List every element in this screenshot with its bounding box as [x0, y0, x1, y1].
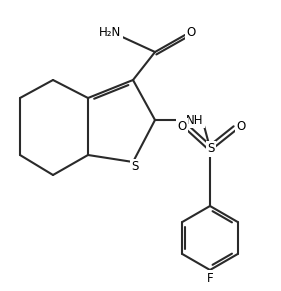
Text: O: O: [177, 120, 187, 132]
Text: F: F: [207, 272, 213, 285]
Text: S: S: [131, 161, 139, 173]
Text: H₂N: H₂N: [99, 26, 121, 38]
Text: NH: NH: [186, 113, 204, 127]
Text: S: S: [207, 143, 215, 155]
Text: O: O: [236, 120, 246, 132]
Text: O: O: [186, 26, 196, 38]
